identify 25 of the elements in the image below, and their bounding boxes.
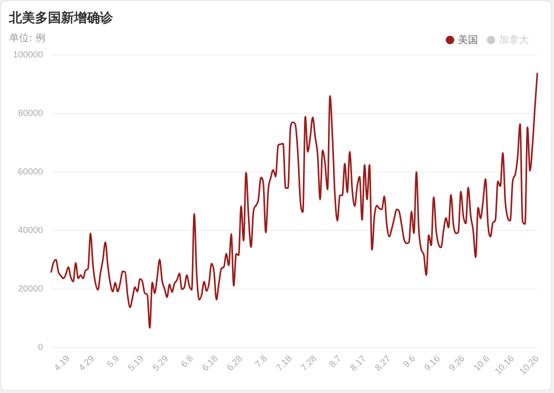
x-tick-label: 9.26: [447, 353, 466, 373]
y-tick-label: 80000: [18, 108, 44, 118]
x-tick-label: 6.8: [178, 353, 195, 370]
x-tick-label: 8.7: [327, 353, 344, 370]
x-tick-label: 5.9: [104, 353, 121, 370]
x-tick-label: 5.29: [150, 353, 170, 373]
y-tick-label: 60000: [18, 166, 44, 176]
x-tick-label: 7.8: [253, 353, 269, 370]
chart-subtitle: 单位: 例: [9, 32, 46, 45]
y-tick-label: 100000: [12, 49, 44, 60]
legend-label: 美国: [458, 34, 478, 46]
x-tick-label: 6.28: [224, 353, 244, 373]
x-tick-label: 9.6: [401, 353, 418, 370]
y-tick-label: 40000: [18, 224, 44, 235]
chart-title: 北美多国新增确诊: [9, 10, 113, 27]
x-tick-label: 9.16: [422, 353, 442, 373]
x-tick-label: 4.19: [52, 353, 72, 373]
x-tick-label: 4.29: [76, 353, 96, 373]
y-tick-label: 20000: [18, 283, 44, 294]
x-tick-label: 7.28: [298, 353, 318, 373]
line-series: [50, 72, 538, 329]
y-tick-label: 0: [38, 342, 44, 352]
x-tick-label: 5.19: [126, 353, 146, 373]
x-tick-label: 6.18: [200, 353, 220, 373]
x-tick-label: 7.18: [274, 353, 294, 373]
